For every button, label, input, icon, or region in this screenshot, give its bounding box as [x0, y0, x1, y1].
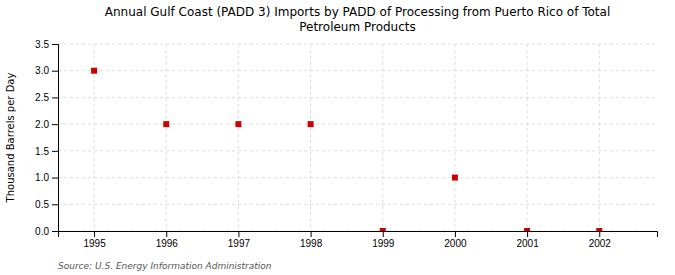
x-axis-tick-label: 1999 [372, 238, 395, 249]
points [91, 68, 602, 231]
grid-line-x [454, 44, 455, 231]
y-axis-tick-label: 3.0 [35, 65, 49, 76]
grid-line-y [58, 124, 657, 125]
x-axis: 1995 1996 1997 1998 1999 2000 2001 2002 [59, 231, 658, 249]
x-axis-tick: 1997 [228, 231, 251, 249]
x-axis-tick-label: 1996 [156, 238, 179, 249]
x-axis-tick-label: 1998 [300, 238, 323, 249]
y-axis-tick-mark [52, 231, 58, 232]
grid-line-x [527, 44, 528, 231]
y-axis-tick: 0.0 [35, 226, 58, 237]
x-axis-tick-label: 2001 [516, 238, 539, 249]
point [235, 121, 241, 127]
y-axis-tick: 1.5 [35, 146, 58, 157]
chart-svg: 1995 1996 1997 1998 1999 2000 2001 2002 0.0 0.5 1.… [0, 0, 675, 275]
y-axis-tick-label: 0.5 [35, 199, 49, 210]
y-axis-tick-label: 0.0 [35, 226, 49, 237]
x-axis-tick-mark [238, 231, 239, 237]
y-axis-title: Thousand Barrels per Day [5, 73, 16, 204]
x-axis-tick-mark [455, 231, 456, 237]
y-axis-tick: 0.5 [35, 199, 58, 210]
grid [58, 44, 657, 231]
y-axis-tick-label: 3.5 [35, 39, 49, 50]
chart-container: 1995 1996 1997 1998 1999 2000 2001 2002 0.0 0.5 1.… [0, 0, 675, 275]
grid-line-y [58, 70, 657, 71]
point [380, 228, 386, 231]
source-note: Source: U.S. Energy Information Administ… [58, 261, 272, 271]
x-axis-line [59, 232, 658, 238]
x-axis-tick: 2001 [516, 231, 539, 249]
y-axis-tick-mark [52, 124, 58, 125]
point [452, 175, 458, 181]
x-axis-tick-label: 2002 [589, 238, 612, 249]
y-axis-tick-mark [52, 151, 58, 152]
point [308, 121, 314, 127]
point [91, 68, 97, 74]
x-axis-tick: 1996 [156, 231, 179, 249]
y-axis-tick-mark [52, 44, 58, 45]
x-axis-tick: 1998 [300, 231, 323, 249]
grid-line-x [238, 44, 239, 231]
y-axis-tick-mark [52, 178, 58, 179]
point [163, 121, 169, 127]
y-axis-tick-mark [52, 71, 58, 72]
y-axis-tick-mark [52, 204, 58, 205]
x-axis-tick-mark [166, 231, 167, 237]
grid-line-x [166, 44, 167, 231]
y-axis-tick: 3.0 [35, 65, 58, 76]
x-axis-tick-mark [383, 231, 384, 237]
point [596, 228, 602, 231]
title: Annual Gulf Coast (PADD 3) Imports by PA… [105, 5, 611, 34]
point [524, 228, 530, 231]
grid-line-y [58, 150, 657, 151]
y-axis-tick: 2.0 [35, 119, 58, 130]
x-axis-tick: 1999 [372, 231, 395, 249]
x-axis-tick-mark [311, 231, 312, 237]
x-axis-tick-label: 1995 [83, 238, 106, 249]
x-axis-tick-mark [599, 231, 600, 237]
y-axis-tick-mark [52, 97, 58, 98]
x-axis-tick-mark [94, 231, 95, 237]
grid-line-y [58, 177, 657, 178]
y-axis-line [52, 45, 59, 232]
y-axis-tick: 2.5 [35, 92, 58, 103]
x-axis-tick-label: 2000 [444, 238, 467, 249]
x-axis-tick-mark [527, 231, 528, 237]
y-axis-tick-label: 1.0 [35, 172, 49, 183]
grid-line-x [382, 44, 383, 231]
x-axis-tick: 2000 [444, 231, 467, 249]
grid-line-x [599, 44, 600, 231]
y-axis-tick-label: 2.5 [35, 92, 49, 103]
plot-area: 1995 1996 1997 1998 1999 2000 2001 2002 0.0 0.5 1.… [35, 39, 657, 249]
x-axis-tick-label: 1997 [228, 238, 251, 249]
x-axis-tick: 1995 [83, 231, 106, 249]
y-axis: 0.0 0.5 1.0 1.5 2.0 2.5 3.0 3.5 [35, 39, 58, 237]
grid-line-x [310, 44, 311, 231]
x-axis-tick: 2002 [589, 231, 612, 249]
y-axis-tick: 1.0 [35, 172, 58, 183]
y-axis-tick: 3.5 [35, 39, 58, 50]
y-axis-tick-label: 2.0 [35, 119, 49, 130]
grid-line-y [58, 97, 657, 98]
grid-line-y [58, 204, 657, 205]
grid-line-y [58, 44, 657, 45]
y-axis-tick-label: 1.5 [35, 146, 49, 157]
